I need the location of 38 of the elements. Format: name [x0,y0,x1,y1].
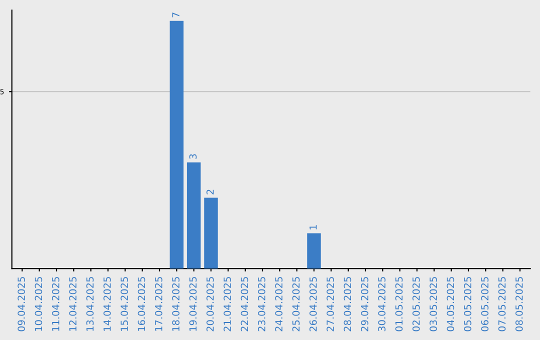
x-tick-label: 13.04.2025 [86,277,94,331]
x-tick-label: 10.04.2025 [34,277,42,331]
x-tick-label: 19.04.2025 [189,277,197,331]
x-tick-label: 01.05.2025 [395,277,403,332]
x-tick-label: 05.05.2025 [464,277,472,332]
x-tick-label: 15.04.2025 [120,277,128,331]
x-tick-label: 20.04.2025 [206,277,214,332]
data-label: 3 [189,154,197,159]
x-tick-label: 26.04.2025 [309,277,317,332]
x-tick-label: 02.05.2025 [412,277,420,332]
data-label: 1 [310,225,317,230]
x-tick-label: 09.04.2025 [18,277,25,332]
x-tick-label: 24.04.2025 [275,277,282,332]
x-tick-label: 21.04.2025 [224,277,231,332]
x-tick-label: 22.04.2025 [240,277,248,332]
x-tick-label: 17.04.2025 [154,277,162,331]
x-tick-label: 04.05.2025 [446,277,454,332]
x-tick-label: 23.04.2025 [258,277,266,332]
x-tick-label: 25.04.2025 [292,277,300,332]
x-tick-label: 11.04.2025 [52,277,60,331]
x-tick-label: 18.04.2025 [172,277,180,331]
x-tick-label: 08.05.2025 [515,277,523,332]
x-tick-label: 06.05.2025 [481,277,488,332]
bar [204,198,218,269]
x-tick-label: 14.04.2025 [103,277,111,331]
bar [170,20,184,269]
x-tick-label: 07.05.2025 [498,277,506,332]
x-tick-label: 29.04.2025 [360,277,368,332]
x-tick-label: 12.04.2025 [69,277,76,331]
x-tick-label: 27.04.2025 [326,277,334,332]
data-label: 7 [172,12,180,18]
x-tick-label: 03.05.2025 [430,277,437,332]
x-tick-label: 16.04.2025 [138,277,146,331]
bar [186,162,201,269]
x-tick-label: 28.04.2025 [344,277,352,332]
x-tick-label: 30.04.2025 [378,277,386,332]
data-label: 2 [206,190,214,194]
bar [307,233,321,269]
